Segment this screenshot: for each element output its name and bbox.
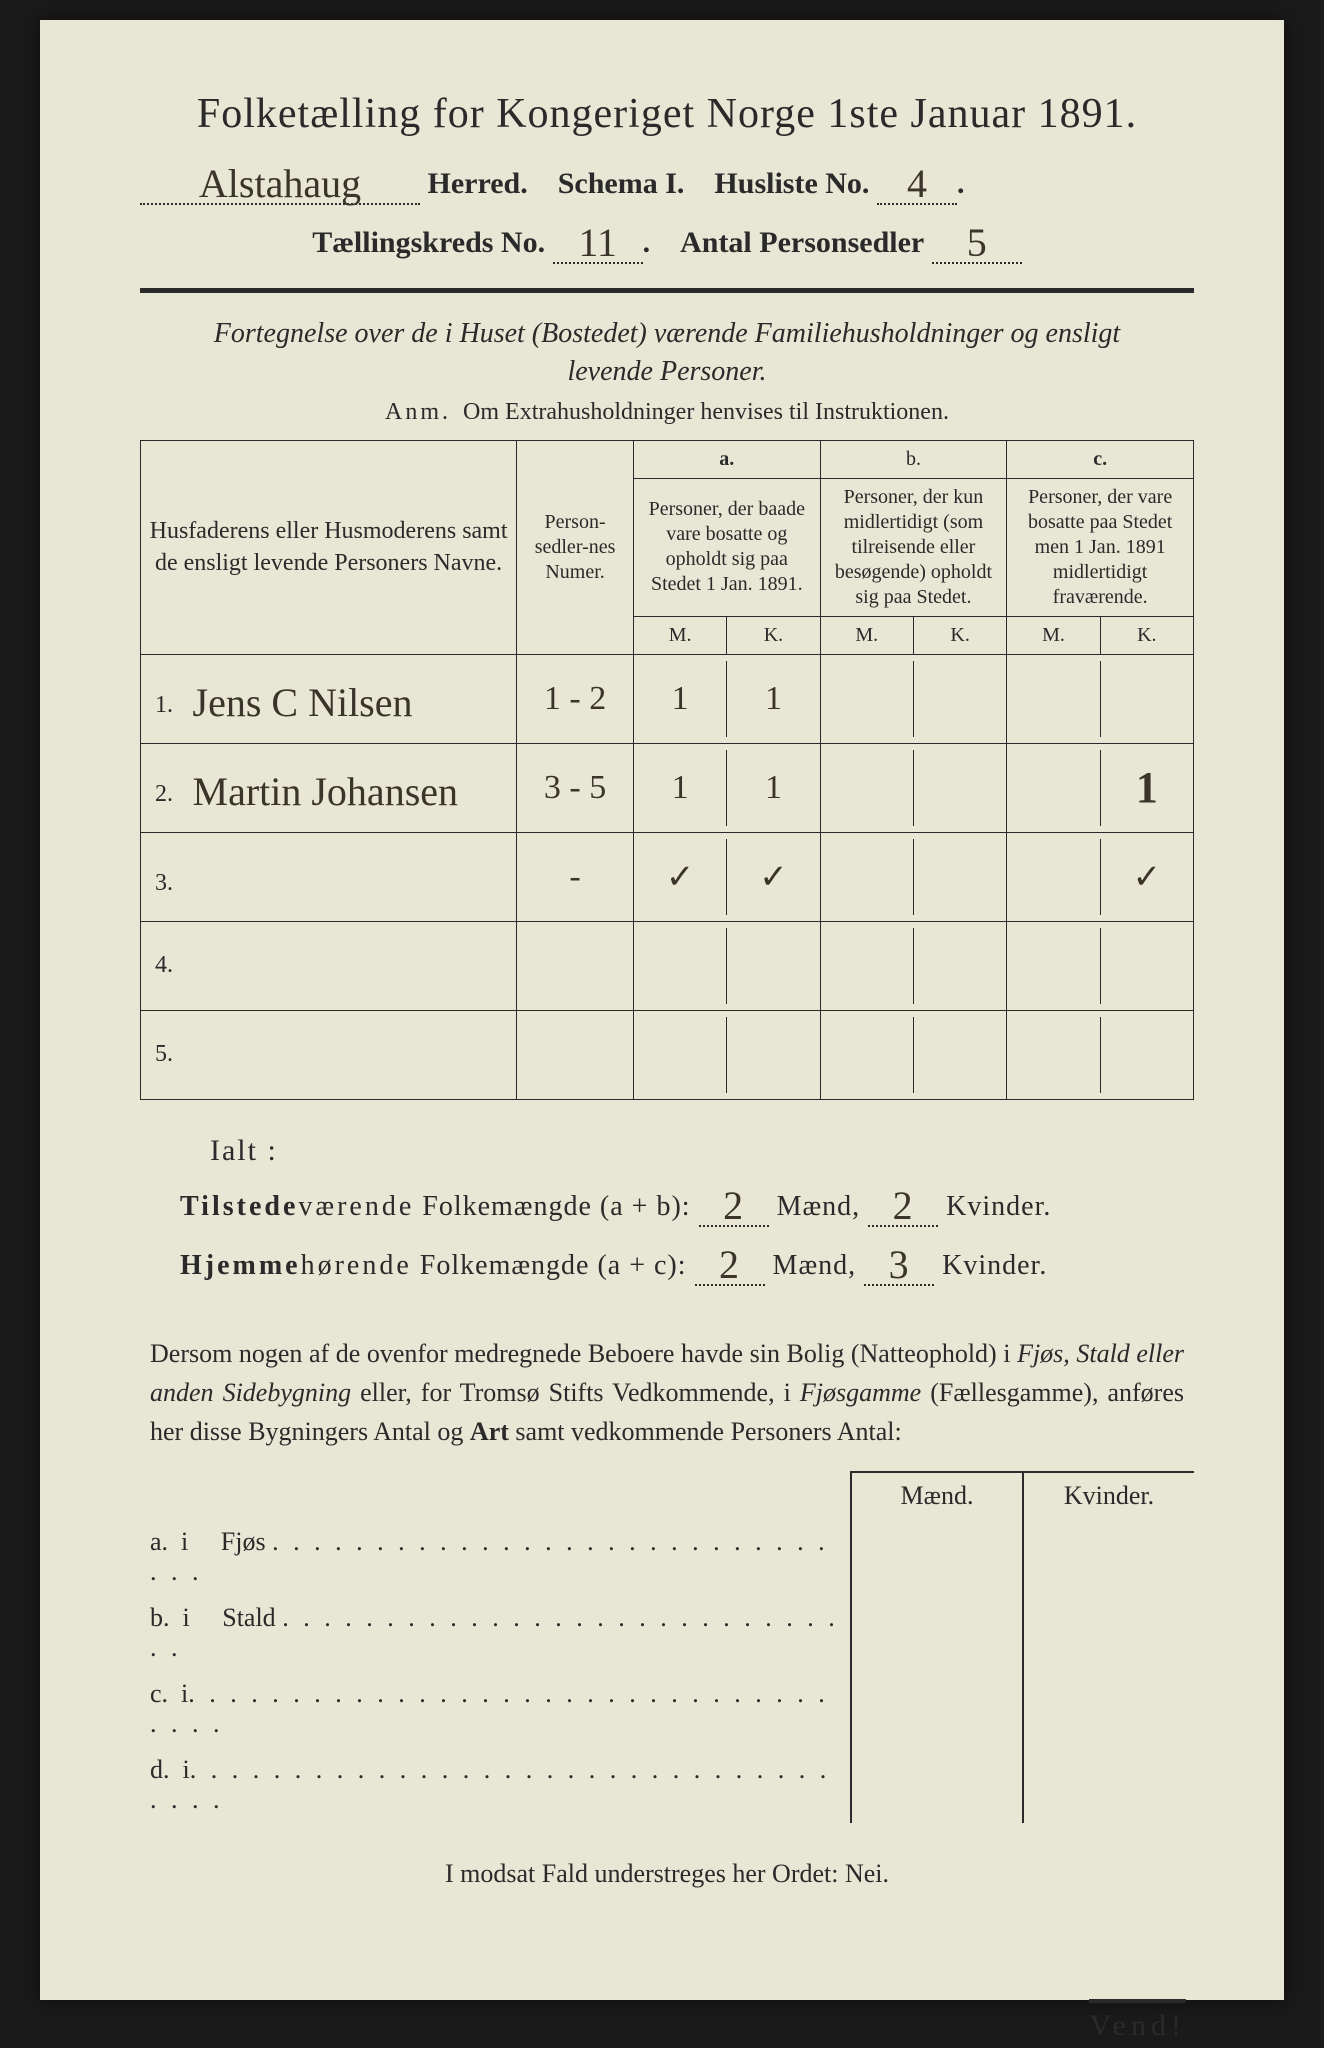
col-b-mk: M.K. [820, 616, 1007, 654]
col-a-mk: M.K. [633, 616, 820, 654]
table-row: 2. Martin Johansen 3 - 5 11 1 [141, 743, 1194, 832]
name-hw: Martin Johansen [193, 769, 459, 814]
anm-lead: Anm. [385, 399, 451, 425]
bottom-row: b. i Stald . . . . . . . . . . . . . . .… [140, 1595, 1194, 1671]
col-c-head: c. [1007, 440, 1194, 478]
paragraph: Dersom nogen af de ovenfor medregnede Be… [150, 1334, 1184, 1451]
main-table: Husfaderens eller Husmoderens samt de en… [140, 440, 1194, 1100]
bottom-row: a. i Fjøs . . . . . . . . . . . . . . . … [140, 1519, 1194, 1595]
col-c: Personer, der vare bosatte paa Stedet me… [1007, 478, 1194, 616]
header-line-1: Alstahaug Herred. Schema I. Husliste No.… [140, 156, 1194, 205]
antal-label: Antal Personsedler [680, 226, 924, 259]
bottom-row: d. i. . . . . . . . . . . . . . . . . . … [140, 1747, 1194, 1823]
ialt-label: Ialt : [210, 1134, 1194, 1168]
col-b-head: b. [820, 440, 1007, 478]
table-row: 5. [141, 1010, 1194, 1099]
table-row: 1. Jens C Nilsen 1 - 2 11 [141, 654, 1194, 743]
sum2-k: 3 [889, 1242, 910, 1287]
header-line-2: Tællingskreds No. 11. Antal Personsedler… [140, 215, 1194, 264]
col-num: Person-sedler-nes Numer. [517, 440, 634, 654]
bottom-row: c. i. . . . . . . . . . . . . . . . . . … [140, 1671, 1194, 1747]
col-maend: Mænd. [851, 1472, 1023, 1519]
intro-text: Fortegnelse over de i Huset (Bostedet) v… [180, 315, 1154, 391]
schema-label: Schema I. [558, 167, 685, 200]
col-names: Husfaderens eller Husmoderens samt de en… [141, 440, 517, 654]
divider [140, 288, 1194, 293]
kreds-no-handwritten: 11 [578, 220, 617, 265]
col-c-mk: M.K. [1007, 616, 1194, 654]
col-a-head: a. [633, 440, 820, 478]
herred-label: Herred. [428, 167, 528, 200]
col-b: Personer, der kun midlertidigt (som tilr… [820, 478, 1007, 616]
sum1-k: 2 [893, 1183, 914, 1228]
husliste-no-handwritten: 4 [907, 161, 927, 206]
table-row: 4. [141, 921, 1194, 1010]
col-a: Personer, der baade vare bosatte og opho… [633, 478, 820, 616]
census-form-page: Folketælling for Kongeriget Norge 1ste J… [40, 20, 1284, 2000]
sum2-m: 2 [719, 1242, 740, 1287]
sum-line-2: Hjemmehørende Folkemængde (a + c): 2 Mæn… [180, 1237, 1194, 1286]
col-kvinder: Kvinder. [1023, 1472, 1194, 1519]
anm-rest: Om Extrahusholdninger henvises til Instr… [463, 399, 949, 425]
anm-line: Anm. Om Extrahusholdninger henvises til … [140, 399, 1194, 426]
herred-handwritten: Alstahaug [199, 161, 361, 206]
husliste-label: Husliste No. [714, 167, 869, 200]
bottom-table: Mænd. Kvinder. a. i Fjøs . . . . . . . .… [140, 1471, 1194, 1823]
kreds-label: Tællingskreds No. [312, 226, 545, 259]
sum1-m: 2 [723, 1183, 744, 1228]
nei-line: I modsat Fald understreges her Ordet: Ne… [140, 1859, 1194, 1889]
name-hw: Jens C Nilsen [193, 680, 413, 725]
sum-line-1: Tilstedeværende Folkemængde (a + b): 2 M… [180, 1178, 1194, 1227]
antal-handwritten: 5 [967, 220, 987, 265]
table-row: 3. - ✓✓ ✓ [141, 832, 1194, 921]
page-title: Folketælling for Kongeriget Norge 1ste J… [140, 90, 1194, 138]
vend-label: Vend! [1089, 1999, 1186, 2043]
